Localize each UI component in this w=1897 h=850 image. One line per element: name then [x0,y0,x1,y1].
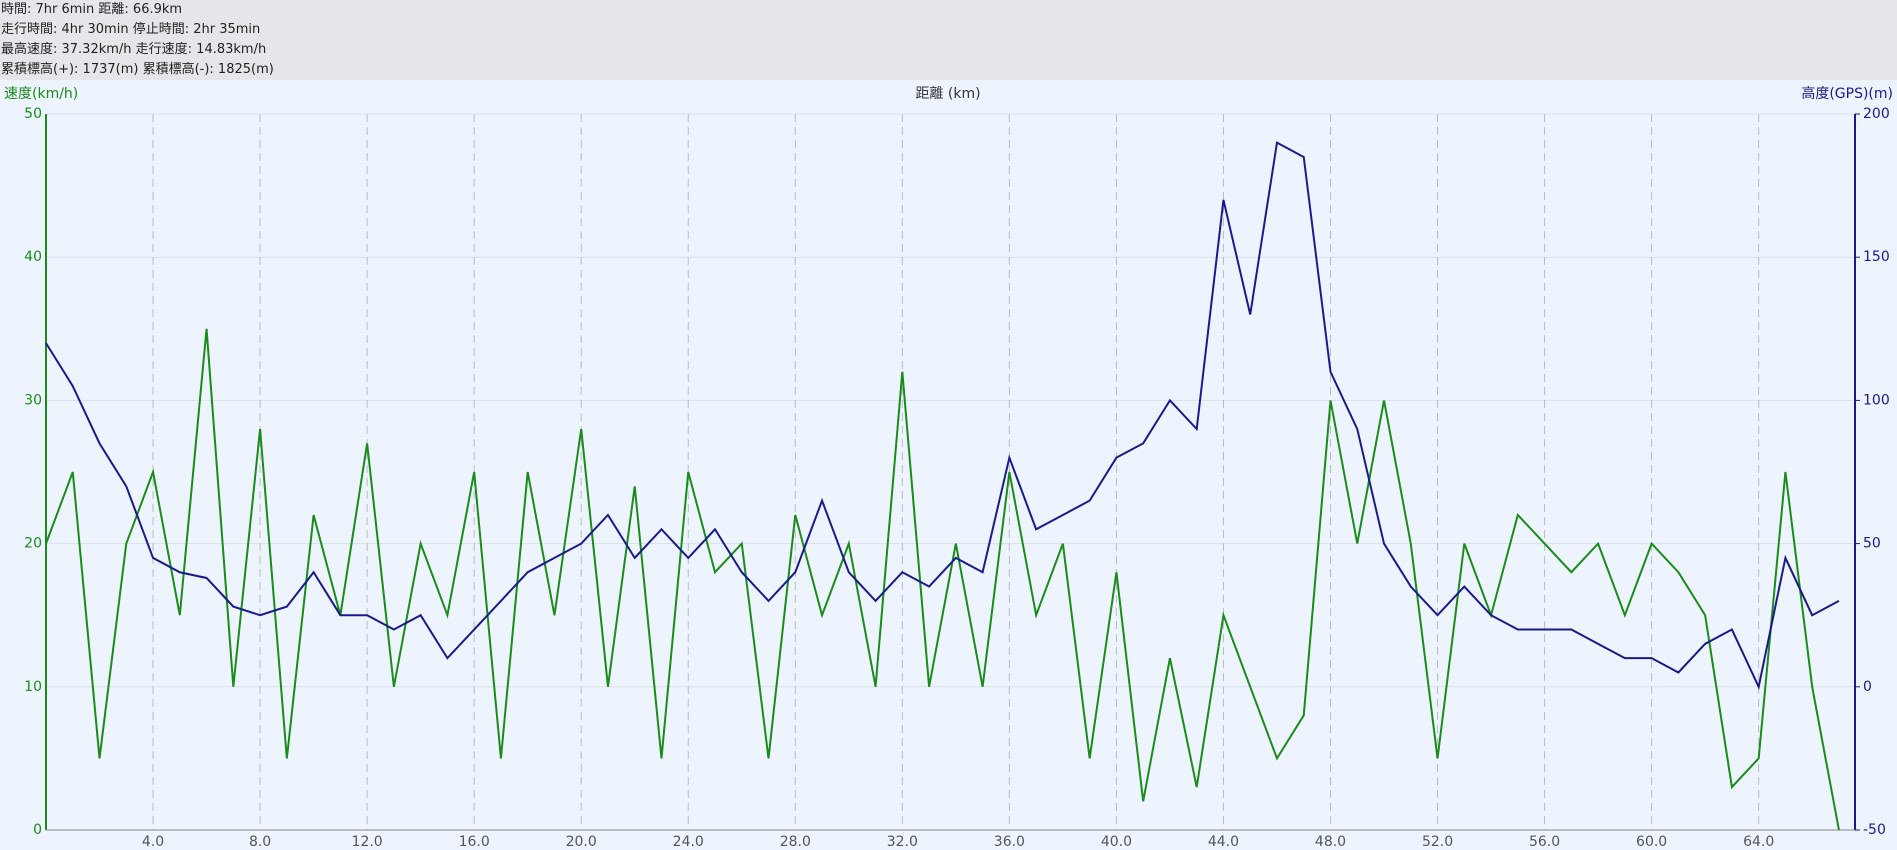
y2-tick-label: 0 [1863,679,1872,695]
x-tick-label: 8.0 [249,834,271,850]
y-tick-label: 30 [24,392,42,408]
series-line [45,141,1840,690]
y2-tick-label: 50 [1863,536,1881,552]
y2-tick-label: 200 [1863,106,1890,122]
y-tick-label: 20 [24,536,42,552]
x-tick-label: 20.0 [566,834,597,850]
x-tick-label: 60.0 [1636,834,1667,850]
summary-header: 時間: 7hr 6min 距離: 66.9km 走行時間: 4hr 30min … [0,0,1897,80]
x-tick-label: 52.0 [1422,834,1453,850]
x-tick-label: 12.0 [352,834,383,850]
summary-line: 最高速度: 37.32km/h 走行速度: 14.83km/h [1,42,267,57]
summary-line: 累積標高(+): 1737(m) 累積標高(-): 1825(m) [1,62,274,77]
x-tick-label: 44.0 [1208,834,1239,850]
y-tick-label: 10 [24,679,42,695]
chart-title: 距離 (km) [915,85,980,102]
y2-tick-label: 100 [1863,392,1890,408]
y2-tick-label: -50 [1863,822,1886,838]
x-tick-label: 28.0 [780,834,811,850]
y2-tick-label: 150 [1863,249,1890,265]
y-tick-label: 0 [33,822,42,838]
x-tick-label: 32.0 [887,834,918,850]
x-tick-label: 36.0 [994,834,1025,850]
series-line [45,328,1840,831]
y-axis-label: 速度(km/h) [4,86,78,102]
x-tick-label: 64.0 [1743,834,1774,850]
y-tick-label: 50 [24,106,42,122]
y-tick-label: 40 [24,249,42,265]
summary-line: 走行時間: 4hr 30min 停止時間: 2hr 35min [1,22,261,37]
y2-axis-label: 高度(GPS)(m) [1801,85,1893,102]
x-tick-label: 48.0 [1315,834,1346,850]
x-tick-label: 56.0 [1529,834,1560,850]
x-tick-label: 16.0 [459,834,490,850]
x-tick-label: 40.0 [1101,834,1132,850]
summary-line: 時間: 7hr 6min 距離: 66.9km [1,2,183,17]
x-tick-label: 4.0 [142,834,164,850]
x-tick-label: 24.0 [673,834,704,850]
